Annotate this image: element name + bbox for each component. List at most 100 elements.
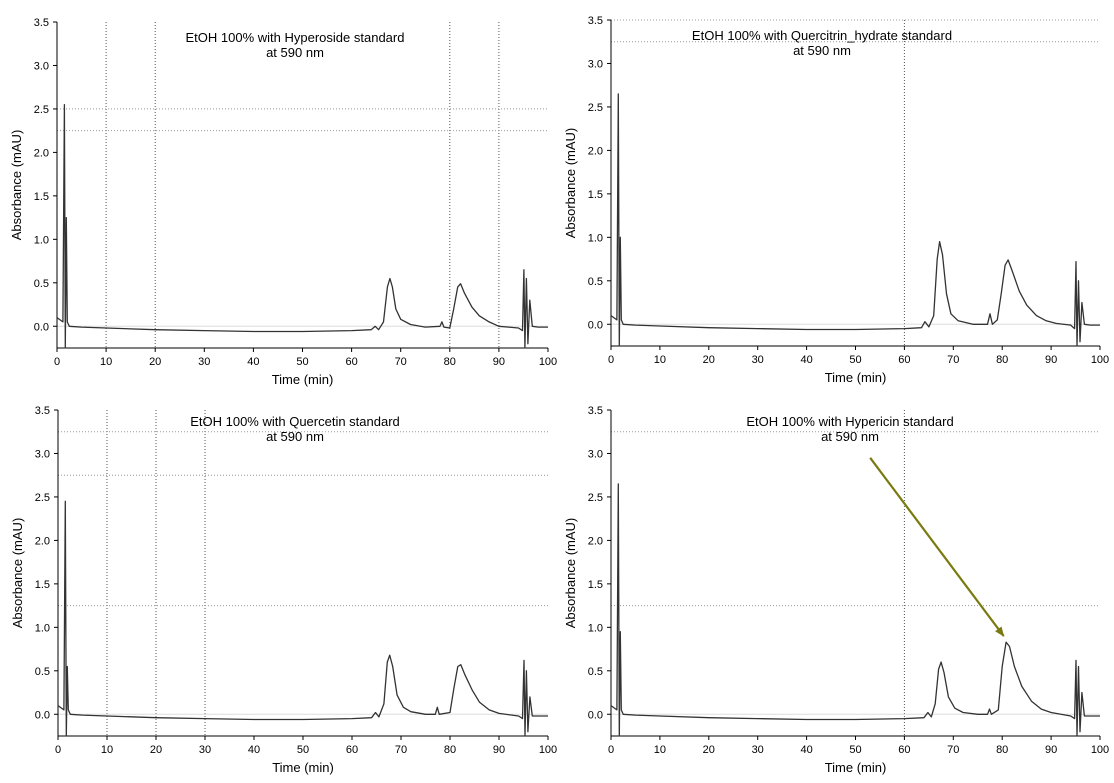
x-tick-label: 40 xyxy=(247,356,259,368)
y-axis-label: Absorbance (mAU) xyxy=(563,128,578,239)
x-tick-label: 90 xyxy=(493,356,505,368)
x-tick-label: 20 xyxy=(150,744,162,756)
x-tick-label: 20 xyxy=(703,744,715,756)
x-tick-label: 30 xyxy=(199,744,211,756)
y-tick-label: 0.0 xyxy=(588,319,603,331)
chart-subtitle: at 590 nm xyxy=(266,429,324,444)
x-tick-label: 30 xyxy=(198,356,210,368)
x-tick-label: 10 xyxy=(100,356,112,368)
x-tick-label: 100 xyxy=(539,356,557,368)
chromatogram-trace xyxy=(611,94,1100,346)
x-axis-label: Time (min) xyxy=(825,760,887,775)
chart-subtitle: at 590 nm xyxy=(266,45,324,60)
chart-panel-4: 0 10 20 30 40 50 60 70 80 90 100 0.0 0.5 1.0 1.5 2.0 2.5… xyxy=(563,405,1109,775)
y-tick-label: 0.5 xyxy=(588,666,603,678)
x-tick-label: 0 xyxy=(54,356,60,368)
x-tick-label: 10 xyxy=(101,744,113,756)
chart-subtitle: at 590 nm xyxy=(821,429,879,444)
x-tick-label: 90 xyxy=(1045,744,1057,756)
y-tick-label: 0.5 xyxy=(588,276,603,288)
x-tick-label: 100 xyxy=(1091,354,1109,366)
y-tick-label: 2.0 xyxy=(35,535,50,547)
x-tick-label: 70 xyxy=(395,744,407,756)
y-tick-label: 2.0 xyxy=(588,535,603,547)
x-tick-label: 50 xyxy=(849,354,861,366)
y-tick-label: 1.5 xyxy=(34,191,49,203)
annotation-arrow xyxy=(870,458,1003,636)
y-tick-label: 3.5 xyxy=(34,17,49,29)
y-tick-label: 1.5 xyxy=(588,579,603,591)
x-tick-label: 0 xyxy=(608,354,614,366)
y-tick-label: 1.0 xyxy=(35,622,50,634)
chart-title: EtOH 100% with Quercitrin_hydrate standa… xyxy=(692,28,952,43)
x-tick-label: 40 xyxy=(800,354,812,366)
x-tick-label: 40 xyxy=(800,744,812,756)
x-tick-label: 10 xyxy=(654,354,666,366)
chart-title: EtOH 100% with Quercetin standard xyxy=(190,414,400,429)
x-tick-label: 70 xyxy=(947,354,959,366)
x-tick-label: 60 xyxy=(898,354,910,366)
x-tick-label: 0 xyxy=(608,744,614,756)
y-axis-label: Absorbance (mAU) xyxy=(9,130,24,241)
y-tick-label: 3.5 xyxy=(588,405,603,417)
y-tick-label: 1.5 xyxy=(35,579,50,591)
y-tick-label: 2.0 xyxy=(34,147,49,159)
y-tick-label: 1.0 xyxy=(34,234,49,246)
y-tick-label: 1.0 xyxy=(588,232,603,244)
y-axis-label: Absorbance (mAU) xyxy=(563,518,578,629)
chart-subtitle: at 590 nm xyxy=(793,43,851,58)
chart-panel-2: 0 10 20 30 40 50 60 70 80 90 100 0.0 0.5 1.0 1.5 2.0 2.5… xyxy=(563,15,1109,385)
x-tick-label: 100 xyxy=(1091,744,1109,756)
chart-title: EtOH 100% with Hyperoside standard xyxy=(186,30,405,45)
y-tick-label: 0.0 xyxy=(34,321,49,333)
x-axis-label: Time (min) xyxy=(272,372,334,387)
x-tick-label: 80 xyxy=(444,356,456,368)
y-tick-label: 0.5 xyxy=(35,666,50,678)
x-tick-label: 90 xyxy=(493,744,505,756)
y-axis-label: Absorbance (mAU) xyxy=(10,518,25,629)
x-tick-label: 80 xyxy=(996,354,1008,366)
y-tick-label: 2.5 xyxy=(34,104,49,116)
y-tick-label: 3.0 xyxy=(34,60,49,72)
x-tick-label: 0 xyxy=(55,744,61,756)
x-tick-label: 60 xyxy=(346,744,358,756)
y-tick-label: 2.0 xyxy=(588,145,603,157)
x-tick-label: 60 xyxy=(345,356,357,368)
x-tick-label: 50 xyxy=(297,744,309,756)
x-tick-label: 100 xyxy=(539,744,557,756)
x-tick-label: 30 xyxy=(752,354,764,366)
y-tick-label: 3.0 xyxy=(35,448,50,460)
chromatogram-trace xyxy=(58,501,548,736)
x-tick-label: 50 xyxy=(296,356,308,368)
y-tick-label: 2.5 xyxy=(35,492,50,504)
x-tick-label: 90 xyxy=(1045,354,1057,366)
y-tick-label: 3.5 xyxy=(588,15,603,27)
y-tick-label: 1.5 xyxy=(588,189,603,201)
x-tick-label: 80 xyxy=(444,744,456,756)
x-tick-label: 70 xyxy=(395,356,407,368)
x-tick-label: 50 xyxy=(849,744,861,756)
x-tick-label: 70 xyxy=(947,744,959,756)
chromatogram-trace xyxy=(611,484,1100,736)
y-tick-label: 0.5 xyxy=(34,278,49,290)
chromatogram-trace xyxy=(57,105,548,348)
y-tick-label: 3.0 xyxy=(588,58,603,70)
x-axis-label: Time (min) xyxy=(825,370,887,385)
y-tick-label: 1.0 xyxy=(588,622,603,634)
chart-panel-3: 0 10 20 30 40 50 60 70 80 90 100 0.0 0.5 1.0 1.5 2.0 2.5… xyxy=(10,405,557,775)
x-axis-label: Time (min) xyxy=(272,760,334,775)
chart-panel-1: 0 10 20 30 40 50 60 70 80 90 100 0.0 0.5 1.0 1.5 2.0 2.5… xyxy=(9,17,557,387)
chart-title: EtOH 100% with Hypericin standard xyxy=(746,414,953,429)
y-tick-label: 2.5 xyxy=(588,102,603,114)
x-tick-label: 20 xyxy=(703,354,715,366)
y-tick-label: 2.5 xyxy=(588,492,603,504)
y-tick-label: 3.5 xyxy=(35,405,50,417)
x-tick-label: 20 xyxy=(149,356,161,368)
y-tick-label: 0.0 xyxy=(588,709,603,721)
y-tick-label: 3.0 xyxy=(588,448,603,460)
x-tick-label: 80 xyxy=(996,744,1008,756)
x-tick-label: 30 xyxy=(752,744,764,756)
x-tick-label: 10 xyxy=(654,744,666,756)
y-tick-label: 0.0 xyxy=(35,709,50,721)
